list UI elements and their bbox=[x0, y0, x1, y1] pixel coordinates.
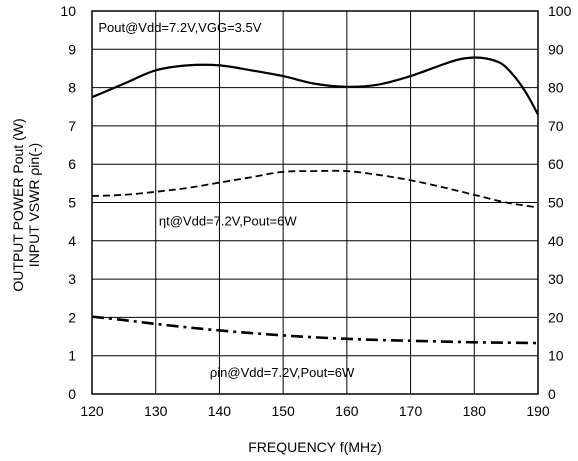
efficiency-series-annotation: ηt@Vdd=7.2V,Pout=6W bbox=[159, 213, 297, 228]
y2-tick-label: 80 bbox=[548, 80, 564, 96]
pout-series-annotation: Pout@Vdd=7.2V,VGG=3.5V bbox=[98, 20, 261, 35]
tick-labels: 120 130 140 150 160 170 180 1900123456789100102… bbox=[60, 3, 571, 419]
x-tick-label: 120 bbox=[80, 403, 104, 419]
grid-lines bbox=[91, 10, 539, 395]
y-tick-label: 6 bbox=[68, 156, 76, 172]
y2-tick-label: 90 bbox=[548, 41, 564, 57]
vswr-series-line bbox=[91, 315, 539, 345]
vswr-series-annotation: ρin@Vdd=7.2V,Pout=6W bbox=[210, 365, 355, 380]
y-tick-label: 4 bbox=[68, 233, 76, 249]
y-tick-label: 8 bbox=[68, 80, 76, 96]
y2-tick-label: 20 bbox=[548, 309, 564, 325]
x-tick-label: 140 bbox=[208, 403, 232, 419]
y2-tick-label: 0 bbox=[548, 386, 556, 402]
efficiency-series-line bbox=[91, 169, 539, 209]
y-tick-label: 0 bbox=[68, 386, 76, 402]
y2-tick-label: 100 bbox=[548, 3, 572, 19]
y2-tick-label: 50 bbox=[548, 195, 564, 211]
annotations: Pout@Vdd=7.2V,VGG=3.5V ηt@Vdd=7.2V,Pout=6… bbox=[98, 20, 355, 380]
x-tick-label: 190 bbox=[526, 403, 550, 419]
y2-tick-label: 60 bbox=[548, 156, 564, 172]
y-tick-label: 1 bbox=[68, 348, 76, 364]
x-tick-label: 160 bbox=[335, 403, 359, 419]
plot-frame bbox=[91, 10, 539, 395]
x-tick-label: 170 bbox=[399, 403, 423, 419]
x-tick-label: 180 bbox=[463, 403, 487, 419]
x-tick-label: 130 bbox=[144, 403, 168, 419]
y-tick-label: 10 bbox=[60, 3, 76, 19]
y-tick-label: 2 bbox=[68, 309, 76, 325]
y2-tick-label: 70 bbox=[548, 118, 564, 134]
x-axis-title: FREQUENCY f(MHz) bbox=[248, 439, 382, 455]
x-tick-label: 150 bbox=[271, 403, 295, 419]
y-tick-label: 3 bbox=[68, 271, 76, 287]
pout-series-line bbox=[91, 56, 539, 115]
y-tick-label: 9 bbox=[68, 41, 76, 57]
y2-tick-label: 40 bbox=[548, 233, 564, 249]
y-axis-title: OUTPUT POWER Pout (W) INPUT VSWR ρin(-) bbox=[10, 118, 42, 291]
y-tick-label: 7 bbox=[68, 118, 76, 134]
y-axis-title-line-2: INPUT VSWR ρin(-) bbox=[26, 143, 42, 267]
y2-tick-label: 10 bbox=[548, 348, 564, 364]
y-tick-label: 5 bbox=[68, 195, 76, 211]
y2-tick-label: 30 bbox=[548, 271, 564, 287]
series-layer bbox=[91, 56, 539, 345]
y-axis-title-line-1: OUTPUT POWER Pout (W) bbox=[10, 118, 26, 291]
